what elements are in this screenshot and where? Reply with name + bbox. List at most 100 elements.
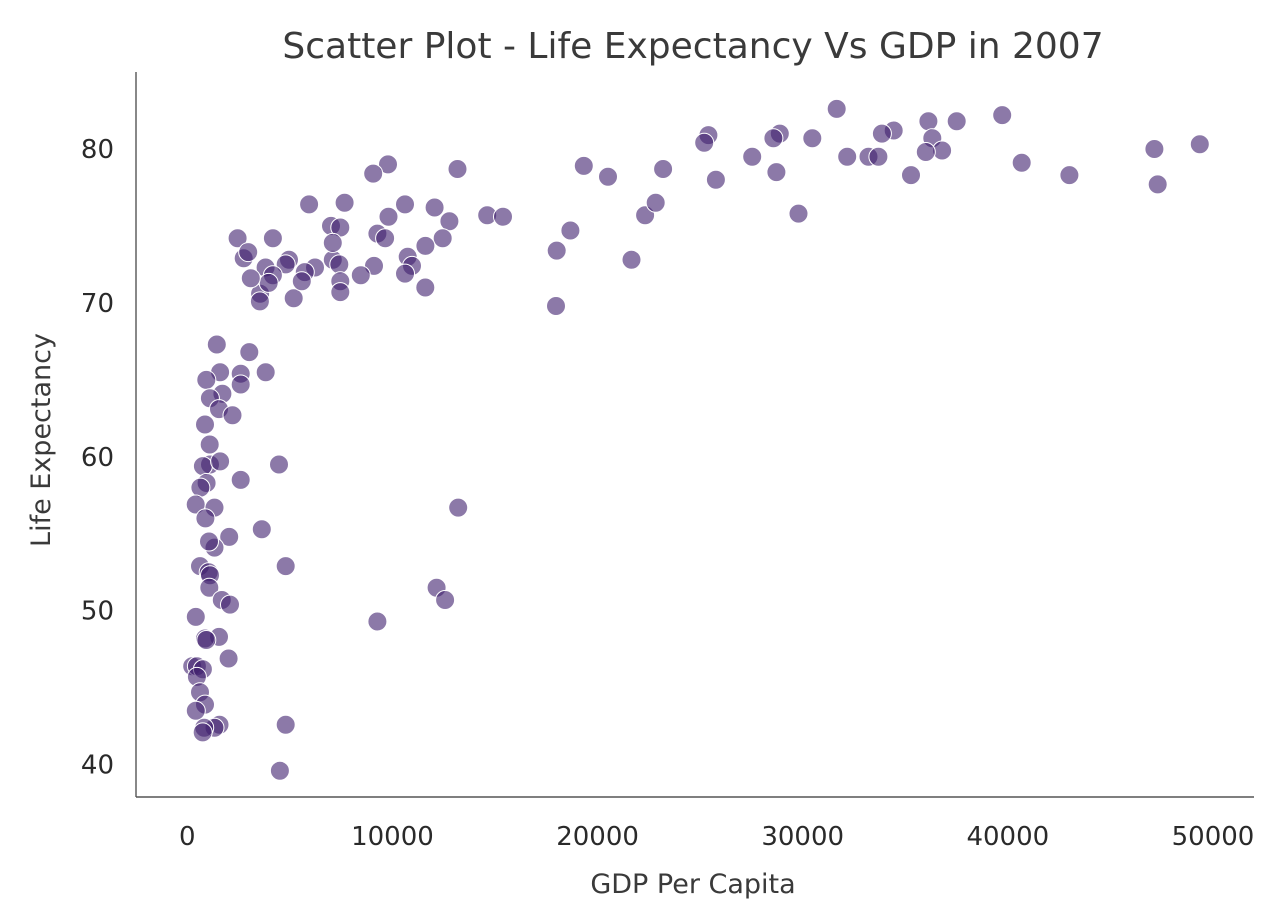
data-point xyxy=(219,526,240,547)
y-tick-labels: 40 50 60 70 80 xyxy=(81,135,114,781)
data-point xyxy=(435,590,456,610)
x-tick-label: 20000 xyxy=(556,822,639,852)
data-point xyxy=(915,142,936,162)
data-point xyxy=(395,263,415,284)
data-point xyxy=(350,265,371,286)
data-point xyxy=(918,111,939,132)
data-point xyxy=(330,282,351,303)
data-point xyxy=(375,228,396,249)
data-point xyxy=(367,611,388,632)
data-point xyxy=(546,240,567,261)
data-point xyxy=(334,192,355,213)
data-point xyxy=(378,206,399,227)
data-point xyxy=(763,128,784,149)
data-point xyxy=(230,374,251,395)
data-point xyxy=(222,405,243,426)
data-point xyxy=(705,169,726,190)
data-point xyxy=(1147,174,1168,195)
data-point xyxy=(448,497,469,518)
data-point xyxy=(424,197,445,218)
data-point xyxy=(415,277,436,298)
data-point xyxy=(645,192,666,213)
x-tick-label: 40000 xyxy=(966,822,1049,852)
data-point xyxy=(192,722,213,743)
scatter-points xyxy=(182,98,1210,781)
data-point xyxy=(269,760,290,781)
data-point xyxy=(439,211,460,232)
data-point xyxy=(546,296,566,316)
data-point xyxy=(185,700,206,721)
data-point xyxy=(742,146,763,167)
data-point xyxy=(258,272,279,293)
data-point xyxy=(653,159,674,179)
data-point xyxy=(363,163,384,184)
data-point xyxy=(598,166,618,187)
x-tick-labels: 0 10000 20000 30000 40000 50000 xyxy=(179,822,1254,852)
data-point xyxy=(802,128,823,149)
data-point xyxy=(415,235,436,256)
data-point xyxy=(230,469,251,490)
data-point xyxy=(185,606,206,627)
data-point xyxy=(694,132,715,153)
data-point xyxy=(199,577,220,598)
data-point xyxy=(766,162,787,183)
data-point xyxy=(1144,139,1165,159)
data-point xyxy=(329,254,350,275)
y-tick-label: 50 xyxy=(81,597,114,627)
data-point xyxy=(868,146,889,167)
x-tick-label: 10000 xyxy=(351,822,434,852)
data-point xyxy=(901,165,921,186)
data-point xyxy=(249,291,270,312)
data-point xyxy=(206,334,227,355)
data-point xyxy=(239,342,260,363)
data-point xyxy=(275,254,296,275)
x-tick-label: 50000 xyxy=(1172,822,1255,852)
data-point xyxy=(322,232,343,253)
data-point xyxy=(1189,134,1210,155)
data-point xyxy=(871,123,892,144)
y-axis-label: Life Expectancy xyxy=(26,333,57,547)
data-point xyxy=(395,194,415,215)
data-point xyxy=(992,105,1013,126)
data-point xyxy=(291,271,312,292)
data-point xyxy=(946,111,967,132)
data-point xyxy=(190,477,211,498)
x-tick-label: 0 xyxy=(179,822,196,852)
data-point xyxy=(573,155,594,176)
data-point xyxy=(275,556,296,577)
data-point xyxy=(560,220,581,241)
data-point xyxy=(1059,165,1080,186)
data-point xyxy=(378,154,398,175)
data-point xyxy=(255,362,276,383)
data-point xyxy=(493,206,513,227)
data-point xyxy=(192,456,213,477)
data-point xyxy=(227,228,248,249)
data-point xyxy=(220,594,240,615)
y-tick-label: 70 xyxy=(81,289,114,319)
data-point xyxy=(269,454,289,475)
data-point xyxy=(210,451,231,472)
data-point xyxy=(788,203,809,224)
data-point xyxy=(218,648,239,669)
data-point xyxy=(251,519,272,540)
data-point xyxy=(196,369,217,390)
chart-title: Scatter Plot - Life Expectancy Vs GDP in… xyxy=(282,26,1103,67)
y-tick-label: 60 xyxy=(81,443,114,473)
x-axis-label: GDP Per Capita xyxy=(590,869,795,900)
data-point xyxy=(238,242,259,263)
data-point xyxy=(837,146,858,167)
data-point xyxy=(199,531,219,552)
data-point xyxy=(447,159,468,179)
data-point xyxy=(196,630,217,650)
data-point xyxy=(275,714,296,735)
data-point xyxy=(283,288,304,309)
data-point xyxy=(1011,152,1032,173)
y-tick-label: 40 xyxy=(81,751,114,781)
data-point xyxy=(240,268,261,289)
data-point xyxy=(195,414,215,435)
data-point xyxy=(262,228,283,249)
y-tick-label: 80 xyxy=(81,135,114,165)
x-tick-label: 30000 xyxy=(761,822,844,852)
data-point xyxy=(195,508,216,529)
